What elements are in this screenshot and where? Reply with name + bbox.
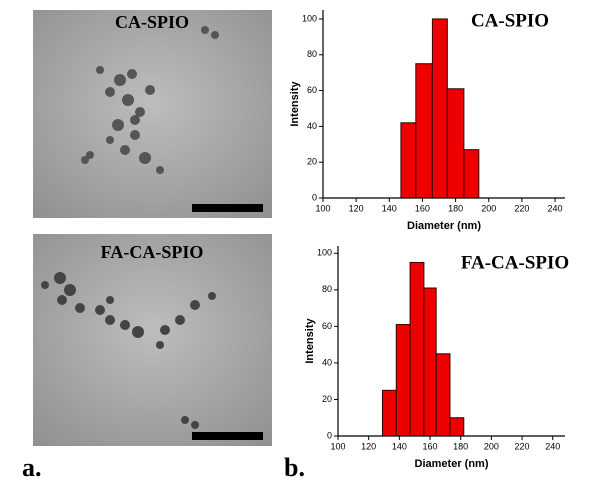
bar: [415, 63, 433, 199]
x-tick-label: 100: [315, 203, 330, 213]
x-tick-label: 180: [453, 441, 468, 451]
y-tick-label: 40: [307, 121, 317, 131]
bar: [400, 122, 417, 199]
x-axis-label: Diameter (nm): [415, 458, 489, 470]
x-tick-label: 240: [545, 441, 560, 451]
chart: 0 20 40 60 80 100 100 120 140 160 180 200 220 240 Diam…: [304, 246, 569, 470]
bar: [435, 353, 451, 437]
x-tick-label: 160: [423, 441, 438, 451]
y-tick-label: 60: [307, 85, 317, 95]
y-tick-label: 0: [312, 192, 317, 202]
x-tick-label: 220: [515, 441, 530, 451]
y-tick-label: 100: [317, 248, 332, 258]
x-tick-label: 100: [330, 441, 345, 451]
tem-image: FA-CA-SPIO: [33, 234, 272, 446]
x-tick-label: 200: [481, 203, 496, 213]
image-label: CA-SPIO: [115, 12, 189, 32]
bar: [395, 324, 411, 437]
y-tick-label: 20: [322, 394, 332, 404]
x-tick-label: 180: [448, 203, 463, 213]
y-tick-label: 20: [307, 157, 317, 167]
chart: 0 20 40 60 80 100 100 120 140 160 180 200 220 240 Diam…: [289, 10, 565, 232]
y-axis-label: Intensity: [289, 81, 301, 127]
x-tick-label: 140: [392, 441, 407, 451]
y-tick-label: 80: [307, 49, 317, 59]
chart-title: FA-CA-SPIO: [461, 252, 569, 273]
bar: [446, 88, 465, 199]
panel-label: b.: [284, 453, 305, 482]
bar: [449, 417, 465, 437]
bar: [409, 261, 425, 437]
y-tick-label: 60: [322, 321, 332, 331]
y-tick-label: 0: [327, 430, 332, 440]
x-tick-label: 200: [484, 441, 499, 451]
chart-title: CA-SPIO: [471, 10, 549, 31]
x-tick-label: 120: [361, 441, 376, 451]
x-tick-label: 120: [349, 203, 364, 213]
y-tick-label: 100: [302, 13, 317, 23]
tem-image: CA-SPIO: [33, 10, 272, 218]
panel-label: a.: [22, 453, 42, 482]
bar: [423, 287, 437, 437]
bar: [431, 18, 448, 199]
x-tick-label: 220: [514, 203, 529, 213]
bar: [463, 149, 480, 199]
y-tick-label: 40: [322, 357, 332, 367]
y-axis-label: Intensity: [304, 318, 316, 364]
image-label: FA-CA-SPIO: [101, 242, 204, 262]
x-tick-label: 240: [548, 203, 563, 213]
x-tick-label: 160: [415, 203, 430, 213]
x-tick-label: 140: [382, 203, 397, 213]
y-tick-label: 80: [322, 284, 332, 294]
bar: [381, 389, 397, 437]
x-axis-label: Diameter (nm): [407, 220, 481, 232]
